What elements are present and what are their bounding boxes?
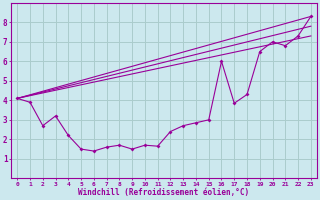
X-axis label: Windchill (Refroidissement éolien,°C): Windchill (Refroidissement éolien,°C): [78, 188, 250, 197]
